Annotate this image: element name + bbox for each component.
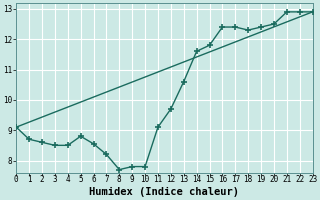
X-axis label: Humidex (Indice chaleur): Humidex (Indice chaleur) <box>89 187 239 197</box>
